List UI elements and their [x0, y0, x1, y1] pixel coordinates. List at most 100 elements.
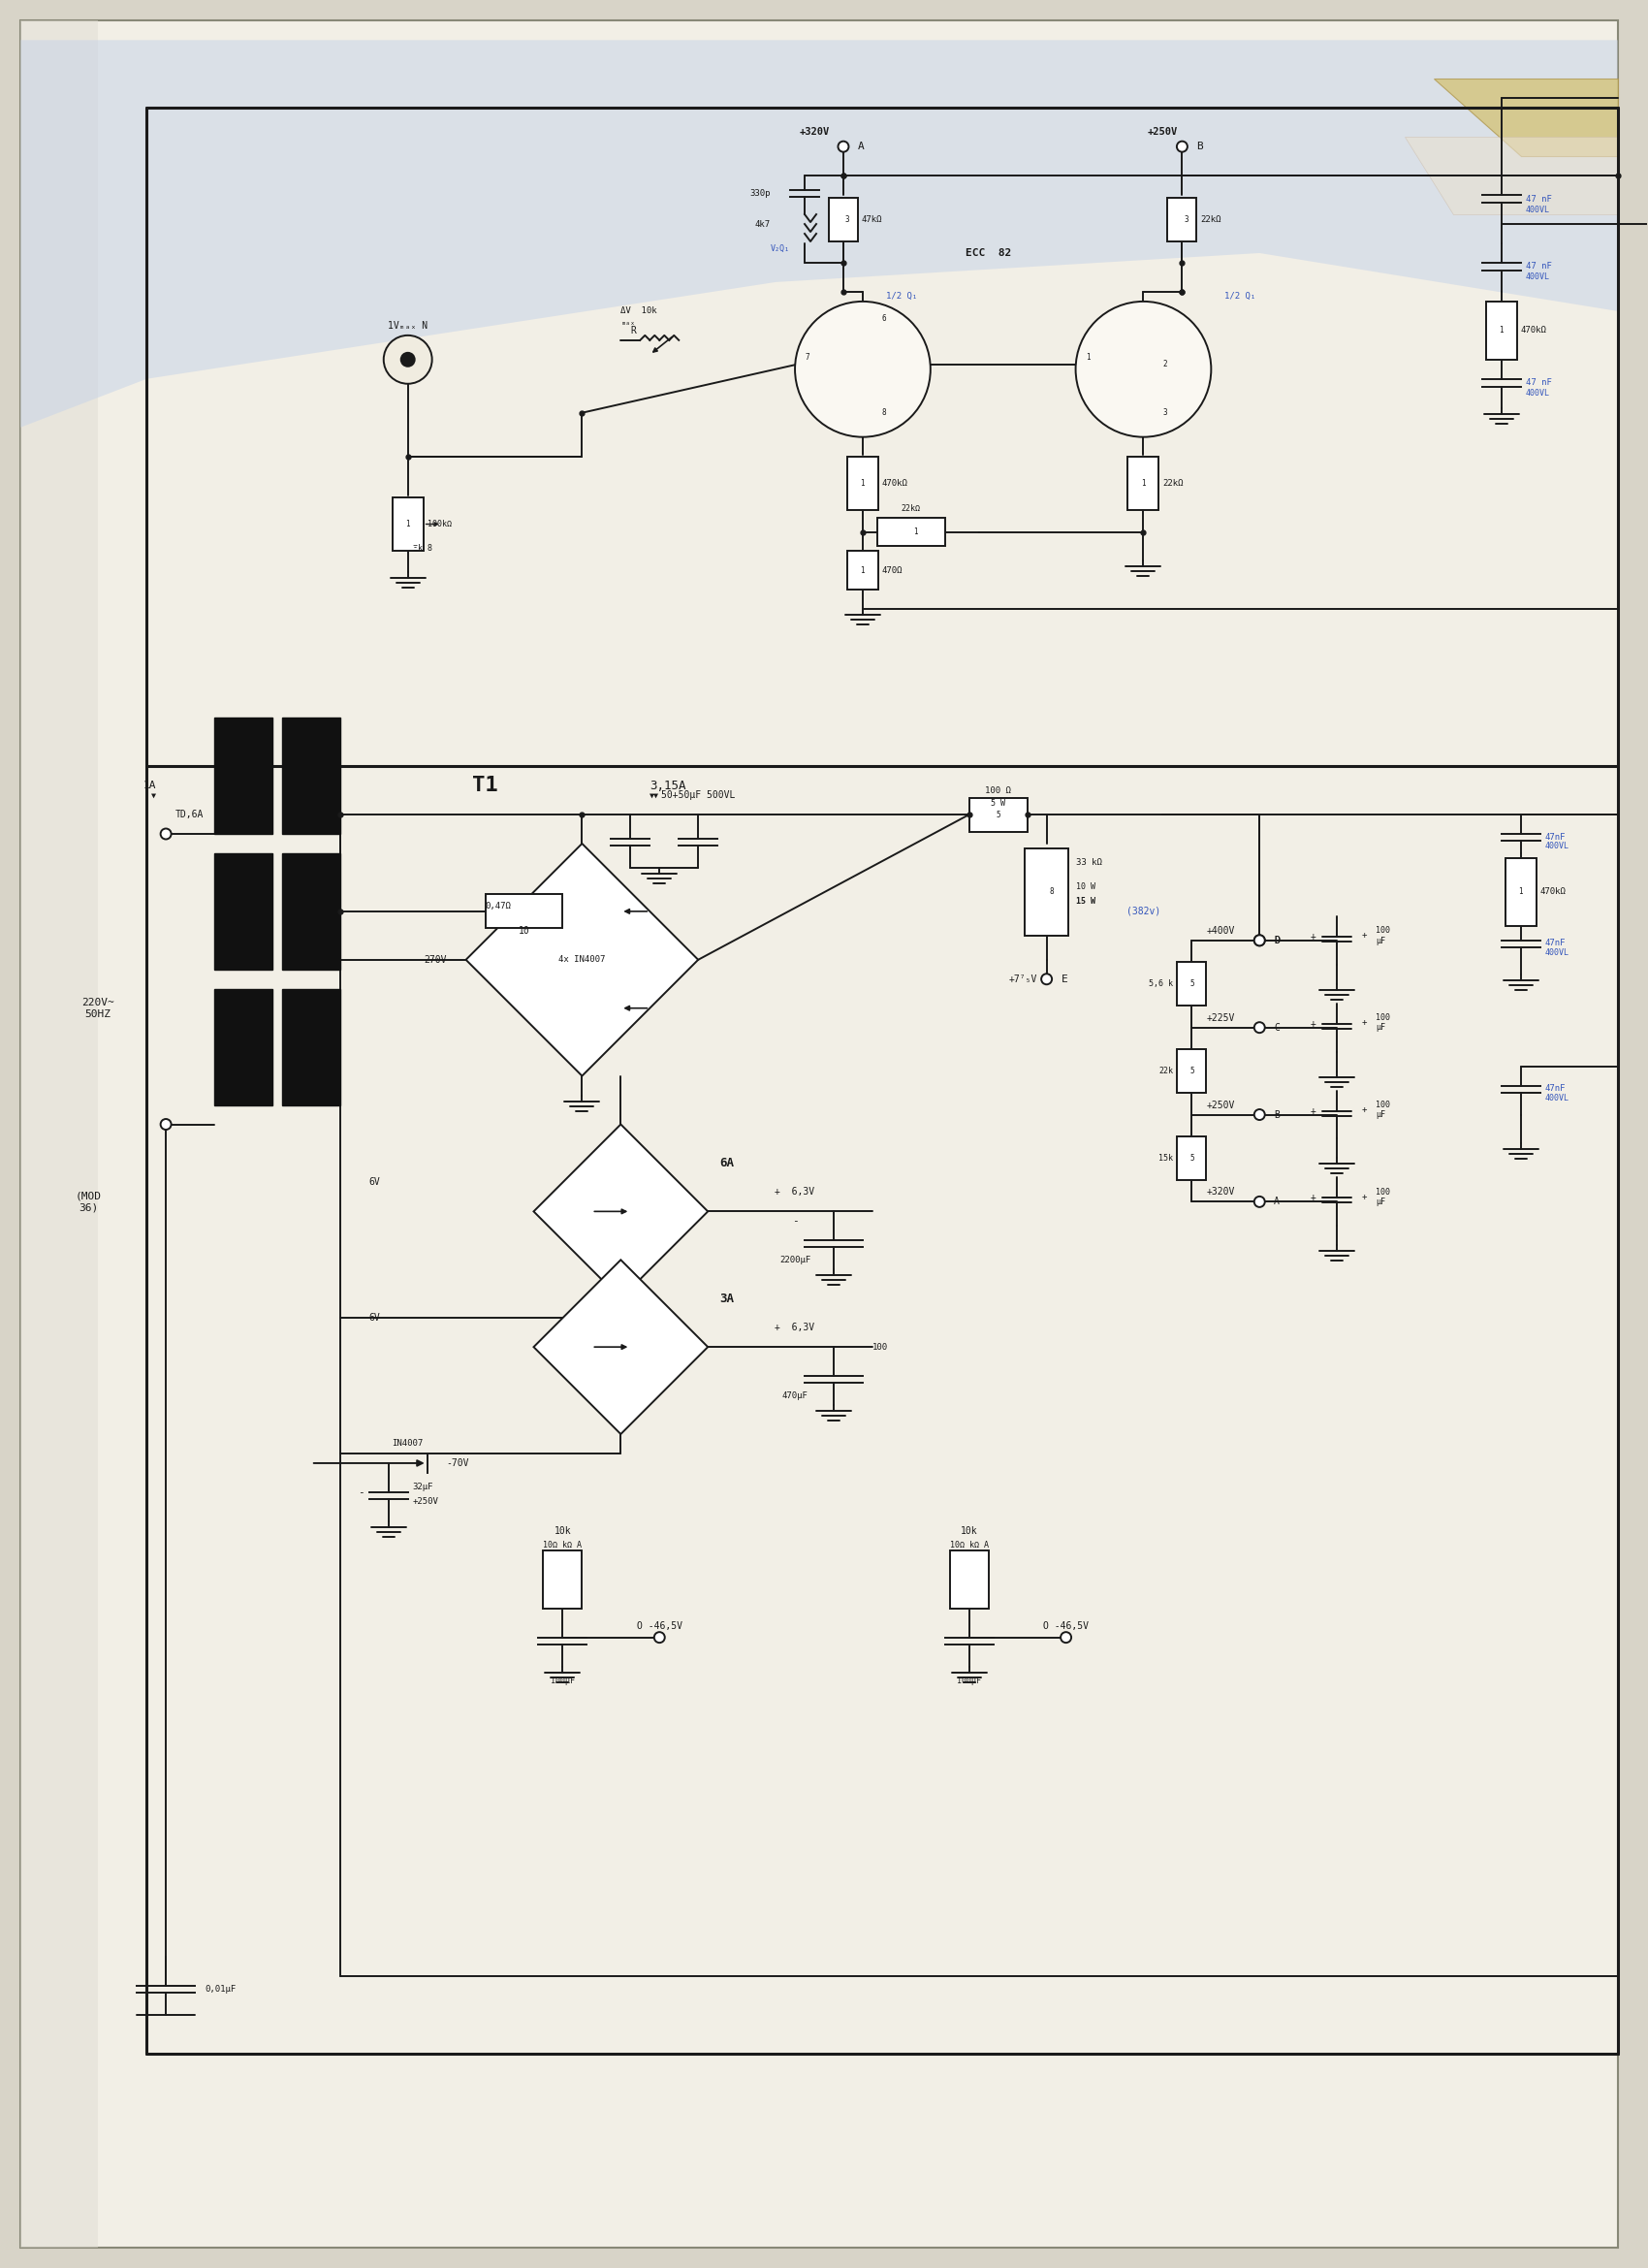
Bar [1177, 1050, 1206, 1093]
Text: R: R [631, 327, 636, 336]
Text: +225V: +225V [1206, 1014, 1234, 1023]
Text: 5: 5 [995, 810, 1000, 819]
Text: 47nF: 47nF [1546, 1084, 1566, 1093]
Bar [1486, 302, 1516, 361]
Text: D: D [1274, 934, 1280, 946]
Text: (MOD
36): (MOD 36) [76, 1191, 102, 1211]
Bar [1505, 857, 1536, 925]
Circle shape [839, 141, 849, 152]
Text: ▼: ▼ [152, 792, 157, 801]
Bar [214, 717, 272, 835]
Text: -70V: -70V [447, 1458, 470, 1467]
Text: 10 W: 10 W [1076, 882, 1094, 891]
Text: TD,6A: TD,6A [176, 810, 204, 819]
Text: 5 W: 5 W [990, 798, 1005, 807]
Text: +: + [1310, 1193, 1315, 1202]
Text: +400V: +400V [1206, 925, 1234, 937]
Text: E: E [1061, 975, 1068, 984]
Polygon shape [534, 1125, 709, 1300]
Text: 3: 3 [845, 215, 850, 225]
Circle shape [1061, 1633, 1071, 1642]
Text: +320V: +320V [799, 127, 829, 136]
Text: 10: 10 [517, 925, 529, 937]
Text: 0,47Ω: 0,47Ω [485, 903, 511, 912]
Text: 1: 1 [860, 567, 865, 576]
Text: D: D [1274, 934, 1280, 946]
Text: +: + [1361, 1193, 1366, 1202]
Text: 1/2 Q₁: 1/2 Q₁ [1224, 293, 1256, 302]
Text: 100μF: 100μF [957, 1676, 981, 1685]
Text: 47kΩ: 47kΩ [862, 215, 883, 225]
Text: +250V: +250V [1206, 1100, 1234, 1109]
Text: 50+50μF 500VL: 50+50μF 500VL [661, 789, 735, 801]
Text: 7: 7 [804, 354, 809, 363]
Text: 47 nF: 47 nF [1526, 195, 1552, 204]
Text: 1: 1 [405, 519, 410, 528]
Circle shape [1254, 1023, 1266, 1032]
Bar [214, 853, 272, 968]
Text: +: + [1361, 1018, 1366, 1027]
Text: 470kΩ: 470kΩ [882, 479, 908, 488]
Text: 22kΩ: 22kΩ [1163, 479, 1183, 488]
Circle shape [1254, 1198, 1266, 1207]
Text: 1: 1 [1140, 479, 1145, 488]
Circle shape [400, 354, 415, 367]
Bar [847, 551, 878, 590]
Polygon shape [1404, 136, 1618, 215]
Text: 1: 1 [1500, 327, 1503, 336]
Text: 10Ω kΩ A: 10Ω kΩ A [949, 1540, 989, 1549]
Text: 100
μF: 100 μF [1376, 1188, 1391, 1207]
Text: +250V: +250V [1147, 127, 1178, 136]
Text: +: + [1361, 1105, 1366, 1114]
Text: 5: 5 [1190, 980, 1195, 989]
Circle shape [654, 1633, 664, 1642]
Bar [282, 989, 339, 1105]
Text: +: + [1310, 1018, 1315, 1027]
Text: +  6,3V: + 6,3V [775, 1322, 814, 1334]
Text: 270V: 270V [424, 955, 447, 964]
Text: 100
μF: 100 μF [1376, 925, 1391, 946]
Text: A: A [1274, 1198, 1280, 1207]
Text: B: B [1196, 141, 1203, 152]
Text: 10Ω kΩ A: 10Ω kΩ A [544, 1540, 582, 1549]
Circle shape [1254, 934, 1266, 946]
Text: 2200μF: 2200μF [780, 1256, 811, 1263]
Text: 100: 100 [872, 1343, 888, 1352]
Bar [877, 517, 944, 547]
Text: 5: 5 [1190, 1154, 1195, 1163]
Text: 3: 3 [1183, 215, 1188, 225]
Text: 1/2 Q₁: 1/2 Q₁ [885, 293, 916, 302]
Text: 47nF: 47nF [1546, 832, 1566, 841]
Text: 400VL: 400VL [1546, 948, 1569, 957]
Bar [485, 894, 562, 928]
Bar [1025, 848, 1068, 934]
Text: V₂Q₁: V₂Q₁ [771, 245, 789, 252]
Text: 33 kΩ: 33 kΩ [1076, 860, 1103, 866]
Text: ▼▼: ▼▼ [649, 792, 659, 801]
Bar [829, 197, 859, 240]
Circle shape [1254, 1109, 1266, 1120]
Text: +  6,3V: + 6,3V [775, 1186, 814, 1198]
Text: IN4007: IN4007 [392, 1440, 424, 1449]
Text: 330p: 330p [750, 188, 771, 197]
Text: 15 W: 15 W [1076, 898, 1094, 905]
Bar [392, 497, 424, 551]
Text: 6V: 6V [369, 1313, 381, 1322]
Text: 22k: 22k [1159, 1066, 1173, 1075]
Text: 47 nF: 47 nF [1526, 379, 1552, 388]
Text: A: A [859, 141, 865, 152]
Text: 100
μF: 100 μF [1376, 1014, 1391, 1032]
Text: 100 Ω: 100 Ω [986, 787, 1012, 794]
Text: 3: 3 [1163, 408, 1167, 417]
Text: 2: 2 [1163, 361, 1167, 370]
Text: 1Vₘₐₓ N: 1Vₘₐₓ N [387, 320, 428, 331]
Text: 1: 1 [1086, 354, 1091, 363]
Text: 8: 8 [882, 408, 887, 417]
Text: 1: 1 [913, 528, 918, 535]
Circle shape [160, 828, 171, 839]
Text: 22kΩ: 22kΩ [1200, 215, 1221, 225]
Bar [949, 1551, 989, 1608]
Text: ECC  82: ECC 82 [966, 247, 1012, 259]
Text: 100kΩ: 100kΩ [427, 519, 452, 528]
Text: 220V~
50HZ: 220V~ 50HZ [82, 998, 114, 1018]
